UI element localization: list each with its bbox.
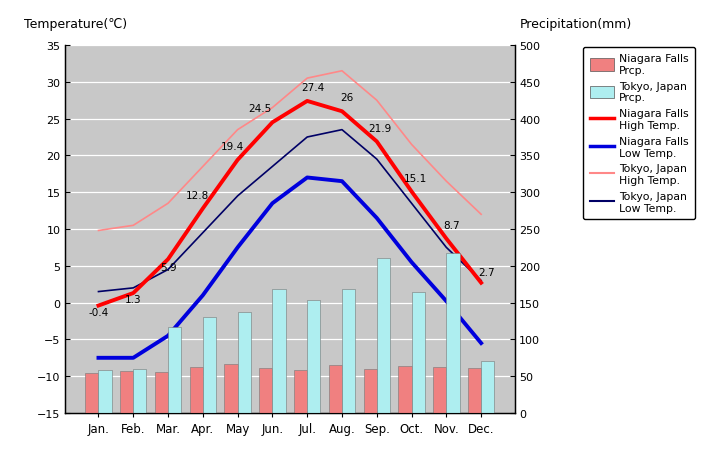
Bar — [133, 369, 146, 413]
Text: 19.4: 19.4 — [221, 142, 244, 151]
Bar — [168, 327, 181, 413]
Text: 8.7: 8.7 — [444, 220, 460, 230]
Bar — [120, 371, 133, 413]
Bar — [85, 374, 99, 413]
Bar — [377, 259, 390, 413]
Bar — [259, 368, 272, 413]
Bar — [307, 300, 320, 413]
Text: 15.1: 15.1 — [403, 173, 427, 183]
Bar — [155, 372, 168, 413]
Text: 26: 26 — [341, 93, 354, 103]
Bar — [342, 290, 355, 413]
Text: -0.4: -0.4 — [89, 307, 109, 317]
Legend: Niagara Falls
Prcp., Tokyo, Japan
Prcp., Niagara Falls
High Temp., Niagara Falls: Niagara Falls Prcp., Tokyo, Japan Prcp.,… — [583, 48, 695, 220]
Bar — [433, 367, 446, 413]
Text: 24.5: 24.5 — [248, 104, 272, 114]
Bar — [398, 366, 412, 413]
Text: Precipitation(mm): Precipitation(mm) — [519, 18, 631, 31]
Text: 1.3: 1.3 — [125, 294, 142, 304]
Bar — [225, 364, 238, 413]
Bar — [364, 369, 377, 413]
Bar — [468, 368, 481, 413]
Text: 2.7: 2.7 — [478, 267, 495, 277]
Text: 27.4: 27.4 — [301, 83, 324, 93]
Bar — [99, 370, 112, 413]
Bar — [329, 365, 342, 413]
Bar — [446, 253, 459, 413]
Bar — [203, 318, 216, 413]
Bar — [238, 313, 251, 413]
Bar — [189, 368, 203, 413]
Text: 5.9: 5.9 — [160, 263, 176, 273]
Bar — [272, 290, 286, 413]
Bar — [481, 362, 495, 413]
Text: 12.8: 12.8 — [186, 190, 210, 200]
Bar — [294, 370, 307, 413]
Text: Temperature(℃): Temperature(℃) — [24, 18, 127, 31]
Text: 21.9: 21.9 — [369, 123, 392, 133]
Bar — [412, 292, 425, 413]
